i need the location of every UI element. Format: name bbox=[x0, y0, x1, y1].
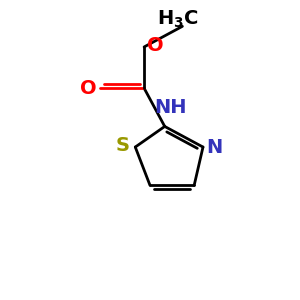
Text: $\mathregular{H_3C}$: $\mathregular{H_3C}$ bbox=[157, 8, 199, 30]
Text: N: N bbox=[206, 138, 222, 157]
Text: O: O bbox=[147, 36, 164, 55]
Text: NH: NH bbox=[154, 98, 187, 117]
Text: O: O bbox=[80, 79, 97, 98]
Text: S: S bbox=[116, 136, 130, 155]
